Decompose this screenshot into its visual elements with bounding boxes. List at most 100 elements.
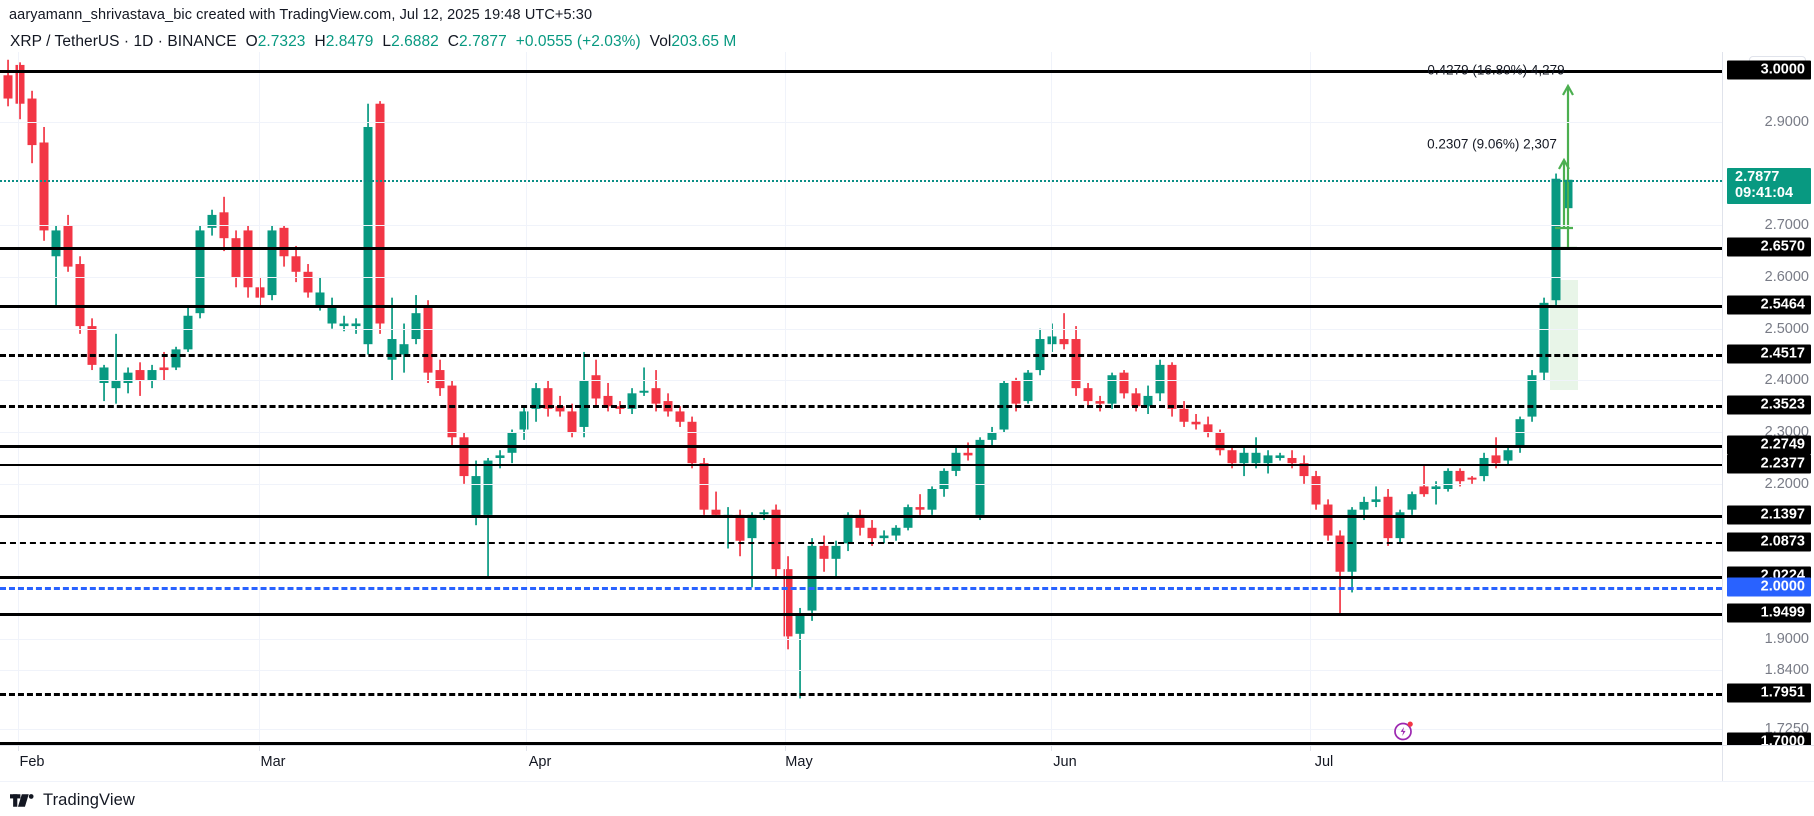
price-level-tag[interactable]: 2.0873 xyxy=(1727,532,1811,552)
projection-label: 0.2307 (9.06%) 2,307 xyxy=(1427,136,1557,152)
candlestick xyxy=(471,460,481,526)
price-level-line[interactable] xyxy=(0,742,1722,745)
price-level-line[interactable] xyxy=(0,693,1722,697)
price-level-line[interactable] xyxy=(0,70,1722,74)
lightning-alert-icon[interactable] xyxy=(1393,720,1415,746)
time-axis-tick xyxy=(1310,746,1311,751)
price-level-line[interactable] xyxy=(0,542,1722,545)
horizontal-gridline xyxy=(0,121,1722,123)
legend-low-label: L xyxy=(382,33,392,50)
candlestick xyxy=(339,315,349,332)
price-level-line[interactable] xyxy=(0,247,1722,251)
time-axis-tick xyxy=(785,746,786,751)
price-level-tag[interactable]: 2.4517 xyxy=(1727,344,1811,364)
vertical-gridline xyxy=(18,52,19,745)
candlestick xyxy=(1455,468,1465,487)
candlestick xyxy=(1347,507,1357,593)
price-axis-tick: 1.8400 xyxy=(1764,662,1809,678)
candlestick xyxy=(1503,447,1513,466)
legend-high-value: 2.8479 xyxy=(325,33,374,50)
candlestick xyxy=(591,359,601,407)
candlestick xyxy=(1251,437,1261,469)
candlestick xyxy=(711,491,721,518)
candlestick xyxy=(1143,385,1153,415)
candlestick xyxy=(87,318,97,371)
candlestick xyxy=(1047,323,1057,352)
price-level-line[interactable] xyxy=(0,304,1722,308)
vertical-gridline xyxy=(1051,52,1052,745)
candlestick xyxy=(1515,416,1525,453)
price-level-line[interactable] xyxy=(0,445,1722,449)
candlestick xyxy=(687,416,697,469)
tradingview-wordmark: TradingView xyxy=(43,791,135,809)
candlestick xyxy=(147,364,157,389)
price-axis-tick: 2.9000 xyxy=(1764,113,1809,130)
candlestick xyxy=(195,225,205,319)
candlestick xyxy=(1467,476,1477,484)
current-price-tag[interactable]: 2.7877 09:41:04 xyxy=(1727,167,1811,204)
time-axis-tick xyxy=(259,746,260,751)
candlestick xyxy=(399,323,409,373)
candlestick xyxy=(495,450,505,469)
candlestick xyxy=(675,406,685,427)
candlestick xyxy=(1059,313,1069,350)
price-level-tag[interactable]: 2.0000 xyxy=(1727,577,1811,597)
price-level-line[interactable] xyxy=(0,353,1722,357)
legend-symbol[interactable]: XRP / TetherUS xyxy=(10,33,120,50)
price-level-line[interactable] xyxy=(0,405,1722,409)
candlestick xyxy=(651,370,661,412)
price-level-tag[interactable]: 3.0000 xyxy=(1727,60,1811,80)
candlestick xyxy=(1011,377,1021,412)
candlestick xyxy=(1035,328,1045,376)
price-level-line[interactable] xyxy=(0,179,1722,182)
candlestick xyxy=(447,380,457,446)
candlestick xyxy=(231,230,241,288)
candlestick xyxy=(1275,452,1285,461)
candlestick xyxy=(735,509,745,557)
candlestick xyxy=(1359,496,1369,521)
legend-interval[interactable]: 1D xyxy=(133,33,154,50)
price-level-line[interactable] xyxy=(0,515,1722,519)
candlestick xyxy=(39,126,49,241)
price-level-tag[interactable]: 2.2749 xyxy=(1727,435,1811,455)
price-level-line[interactable] xyxy=(0,613,1722,617)
legend-close-value: 2.7877 xyxy=(459,33,507,50)
tradingview-logo[interactable]: TradingView xyxy=(10,791,135,810)
candlestick xyxy=(1131,388,1141,412)
price-level-line[interactable] xyxy=(0,464,1722,467)
candlestick xyxy=(915,494,925,515)
candlestick xyxy=(951,447,961,477)
candlestick xyxy=(267,225,277,301)
candlestick xyxy=(1371,486,1381,508)
price-axis[interactable]: USDT 3.00002.90002.70002.60002.50002.400… xyxy=(1722,52,1814,752)
price-level-tag[interactable]: 2.6570 xyxy=(1727,237,1811,257)
candlestick xyxy=(159,351,169,381)
time-axis-label: Mar xyxy=(260,754,286,770)
price-level-tag[interactable]: 1.9499 xyxy=(1727,603,1811,623)
candlestick xyxy=(855,509,865,536)
candlestick xyxy=(879,530,889,544)
price-level-tag[interactable]: 2.1397 xyxy=(1727,505,1811,525)
candlestick xyxy=(891,525,901,541)
price-level-tag[interactable]: 1.7951 xyxy=(1727,683,1811,703)
time-axis[interactable]: Feb Mar Apr May Jun Jul xyxy=(0,745,1722,781)
price-level-tag[interactable]: 2.2377 xyxy=(1727,454,1811,474)
candlestick xyxy=(759,509,769,521)
candlestick xyxy=(531,382,541,422)
horizontal-gridline xyxy=(0,670,1722,671)
price-level-line[interactable] xyxy=(0,587,1722,591)
candlestick xyxy=(327,297,337,329)
candlestick xyxy=(243,225,253,298)
price-level-tag[interactable]: 2.5464 xyxy=(1727,295,1811,315)
chart-plot-area[interactable]: 0.4279 (16.80%) 4,279 0.2307 (9.06%) 2,30… xyxy=(0,52,1722,745)
candlestick xyxy=(519,406,529,440)
price-axis-tick: 2.4000 xyxy=(1764,372,1809,389)
price-level-line[interactable] xyxy=(0,575,1722,579)
candlestick xyxy=(603,382,613,412)
candlestick xyxy=(423,300,433,383)
candlestick xyxy=(567,403,577,438)
price-level-tag[interactable]: 2.3523 xyxy=(1727,395,1811,415)
candlestick xyxy=(387,297,397,381)
projection-arrow[interactable] xyxy=(1555,157,1573,230)
